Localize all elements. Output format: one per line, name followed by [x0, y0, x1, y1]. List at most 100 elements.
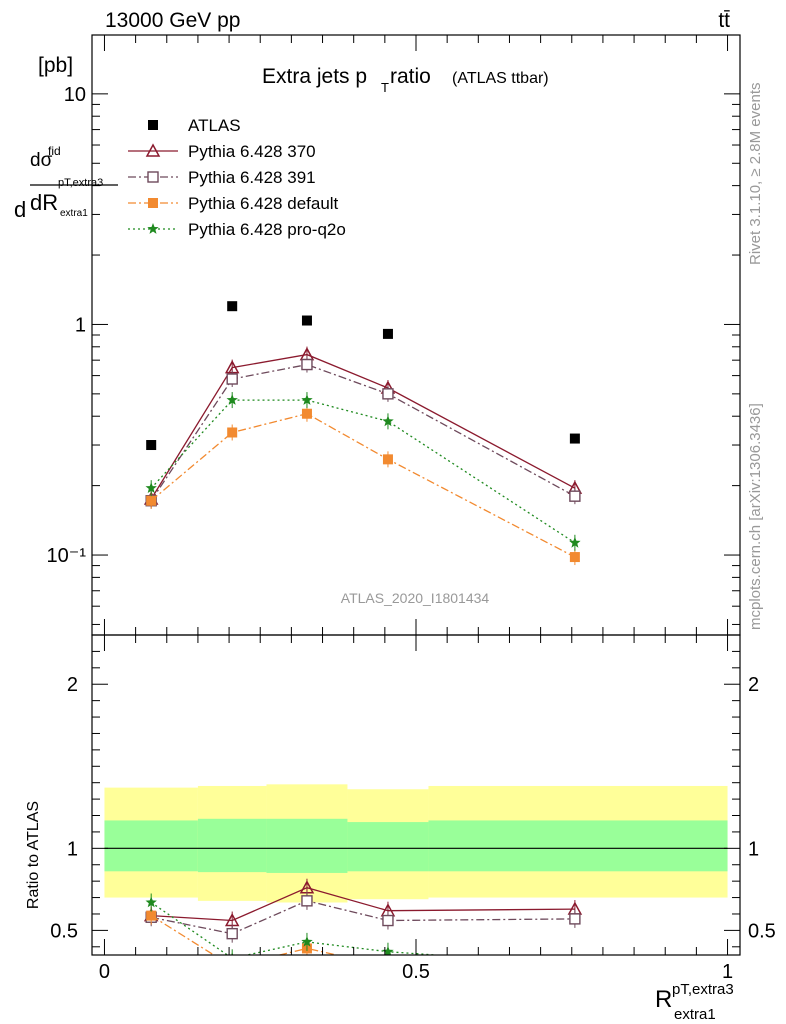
ratio-series-4-point — [301, 935, 313, 947]
title-tail: ratio — [390, 65, 431, 88]
series-5 — [145, 392, 581, 551]
ratio-y-tick-label-right: 2 — [748, 674, 759, 696]
series-2 — [143, 346, 583, 507]
series-4-line — [150, 413, 576, 558]
legend-marker — [148, 198, 158, 208]
xlabel: R pT,extra3 extra1 — [655, 981, 734, 1023]
legend-label: Pythia 6.428 391 — [188, 168, 316, 187]
title-note: (ATLAS ttbar) — [452, 70, 549, 87]
ratio-series-4 — [145, 893, 580, 970]
ratio-series-4-point — [569, 959, 580, 970]
y-tick-label: 10⁻¹ — [47, 545, 87, 567]
legend-label: Pythia 6.428 370 — [188, 142, 316, 161]
legend-item: Pythia 6.428 370 — [128, 142, 316, 161]
x-tick-label: 0 — [99, 961, 110, 983]
x-tick-label: 1 — [722, 961, 733, 983]
series-3-line — [150, 363, 576, 502]
ratio-series-3-line — [150, 915, 340, 955]
uncertainty-band-inner — [347, 822, 429, 872]
series-4-point — [382, 454, 393, 465]
ratio-ticks: 0.5 0.5 1 1 2 2 0 0.5 1 — [50, 634, 776, 983]
ylabel-top-fid: fid — [48, 144, 61, 158]
series-3-point — [301, 358, 313, 371]
series-1-point — [301, 315, 312, 326]
series-5-point — [301, 394, 313, 405]
series-4-point — [569, 552, 580, 563]
ratio-series-4-line — [150, 901, 445, 955]
uncertainty-band-inner — [266, 818, 348, 873]
series-4 — [146, 405, 580, 566]
rivet-label: Rivet 3.1.10, ≥ 2.8M events — [747, 83, 764, 266]
ratio-series-3-point — [570, 958, 580, 968]
mcplots-label: mcplots.cern.ch [arXiv:1306.3436] — [747, 403, 764, 630]
series-4-point — [227, 427, 238, 438]
ratio-series-layer — [104, 784, 728, 971]
series-5-point — [382, 415, 394, 427]
series-5-point — [569, 536, 581, 548]
legend: ATLAS Pythia 6.428 370 Pythia 6.428 391 Pyt… — [128, 116, 346, 239]
ratio-series-4-point — [382, 945, 394, 955]
ratio-series-2-point — [301, 895, 313, 907]
series-3-point — [226, 373, 238, 385]
legend-item: Pythia 6.428 default — [128, 194, 339, 213]
header-energy: 13000 GeV pp — [105, 9, 240, 32]
series-3 — [145, 356, 581, 509]
legend-marker — [148, 120, 158, 130]
analysis-watermark: ATLAS_2020_I1801434 — [341, 590, 490, 606]
ylabel-top-unit: [pb] — [38, 54, 73, 77]
series-2-line — [150, 353, 576, 500]
ratio-y-tick-label: 1 — [67, 838, 78, 860]
series-1-point — [382, 328, 393, 339]
ylabel-top: d dσ fid dR pT,extra3 extra1 [pb] — [14, 54, 118, 222]
main-plot-content — [143, 301, 583, 566]
ratio-panel: 0.5 0.5 1 1 2 2 0 0.5 1 — [50, 634, 776, 983]
ratio-series-4-point — [145, 896, 157, 908]
ylabel-top-dR: dR — [30, 190, 58, 215]
uncertainty-band-inner — [104, 820, 198, 872]
ratio-series-3-point — [383, 961, 393, 971]
y-tick-label: 1 — [75, 314, 86, 336]
ratio-series-2-point — [226, 927, 238, 940]
ratio-y-tick-label-right: 0.5 — [748, 920, 776, 942]
main-panel: 10⁻¹ 1 10 Extra jets p T ratio (ATLAS ttba… — [47, 34, 741, 636]
ratio-y-tick-label-right: 1 — [748, 838, 759, 860]
series-4-point — [301, 408, 312, 419]
main-series-layer — [143, 301, 583, 566]
x-tick-label: 0.5 — [402, 961, 430, 983]
ratio-series-4-point — [231, 952, 234, 955]
xlabel-sub: extra1 — [674, 1006, 716, 1023]
series-1 — [146, 301, 580, 451]
legend-label: Pythia 6.428 default — [188, 194, 339, 213]
title-main: Extra jets p — [262, 65, 367, 88]
legend-item: Pythia 6.428 391 — [128, 168, 316, 187]
legend-marker — [147, 171, 159, 183]
legend-marker — [147, 223, 159, 234]
legend-item: Pythia 6.428 pro-q2o — [128, 220, 346, 239]
ratio-plot-content — [104, 784, 728, 971]
plot-title: Extra jets p T ratio (ATLAS ttbar) — [262, 65, 549, 95]
ratio-series-2-point — [569, 913, 581, 925]
series-5-point — [145, 482, 157, 493]
xlabel-sup: pT,extra3 — [672, 981, 734, 998]
ylabel-top-pt-extra3: pT,extra3 — [58, 177, 103, 189]
uncertainty-band-inner — [197, 818, 267, 873]
ratio-series-3-point — [146, 910, 157, 921]
xlabel-main: R — [655, 986, 672, 1013]
legend-label: ATLAS — [188, 116, 241, 135]
series-4-point — [146, 495, 157, 506]
series-5-point — [226, 394, 238, 405]
ratio-series-2-line — [151, 900, 575, 935]
title-sub: T — [381, 80, 389, 95]
series-1-point — [146, 440, 157, 451]
series-5-line — [150, 399, 576, 544]
ratio-y-tick-label: 0.5 — [50, 920, 78, 942]
ylabel-top-d: d — [14, 197, 26, 222]
ratio-series-3-point — [227, 961, 237, 971]
ratio-series-3 — [146, 906, 580, 971]
header-process: tt̄ — [718, 9, 730, 32]
legend-item: ATLAS — [148, 116, 241, 135]
series-3-point — [382, 388, 394, 400]
legend-label: Pythia 6.428 pro-q2o — [188, 220, 346, 239]
main-ticks: 10⁻¹ 1 10 — [47, 35, 740, 635]
